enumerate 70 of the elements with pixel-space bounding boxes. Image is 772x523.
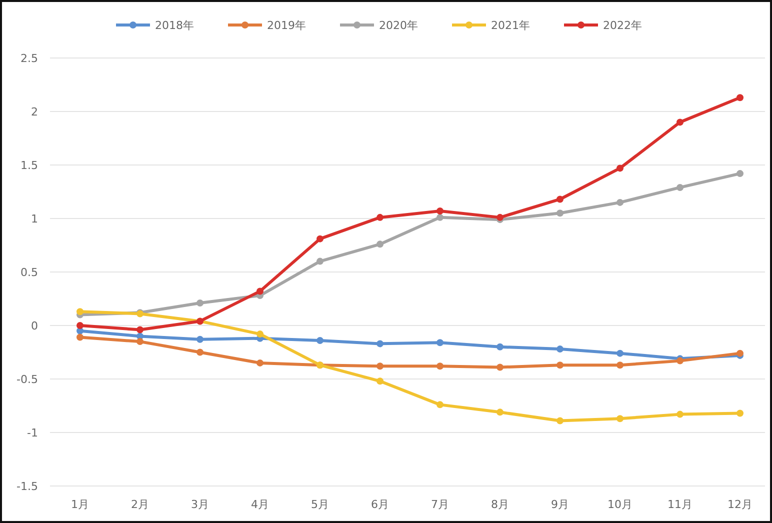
point bbox=[196, 348, 204, 356]
point bbox=[316, 235, 324, 242]
point bbox=[436, 208, 444, 215]
y-tick-label: 0.5 bbox=[20, 266, 38, 279]
point bbox=[436, 401, 444, 408]
x-tick-label: 5月 bbox=[311, 498, 329, 511]
y-tick-label: -0.5 bbox=[16, 373, 38, 386]
point bbox=[376, 340, 384, 348]
x-tick-label: 4月 bbox=[251, 498, 269, 511]
point bbox=[76, 334, 84, 341]
point bbox=[736, 94, 744, 102]
point bbox=[196, 336, 204, 343]
point bbox=[376, 214, 384, 221]
y-tick-label: -1.5 bbox=[16, 480, 38, 493]
point bbox=[736, 410, 744, 417]
point bbox=[676, 184, 684, 191]
point bbox=[316, 258, 324, 265]
point bbox=[76, 322, 84, 329]
point bbox=[376, 362, 384, 370]
point bbox=[556, 346, 564, 353]
point bbox=[616, 164, 624, 172]
x-tick-label: 6月 bbox=[371, 498, 389, 511]
y-tick-label: 2 bbox=[31, 106, 38, 118]
legend-label: 2021年 bbox=[491, 19, 530, 32]
x-tick-label: 10月 bbox=[608, 498, 632, 511]
point bbox=[616, 198, 624, 206]
legend-label: 2019年 bbox=[267, 19, 306, 32]
x-tick-label: 7月 bbox=[431, 498, 449, 511]
point bbox=[376, 240, 384, 248]
x-tick-label: 8月 bbox=[491, 498, 509, 511]
x-tick-label: 11月 bbox=[668, 498, 692, 511]
x-tick-label: 1月 bbox=[71, 498, 89, 511]
point bbox=[556, 362, 564, 369]
x-tick-label: 2月 bbox=[131, 498, 149, 511]
point bbox=[436, 339, 444, 346]
y-tick-label: 1 bbox=[31, 212, 38, 226]
point bbox=[256, 288, 264, 295]
point bbox=[496, 214, 504, 221]
point bbox=[616, 362, 624, 369]
y-tick-label: 2.5 bbox=[20, 52, 38, 65]
point bbox=[556, 210, 564, 217]
point bbox=[136, 326, 144, 334]
point bbox=[616, 350, 624, 357]
y-tick-label: 0 bbox=[31, 320, 38, 332]
y-tick-label: 1.5 bbox=[20, 159, 38, 172]
point bbox=[496, 343, 504, 350]
point bbox=[616, 415, 624, 422]
legend-label: 2020年 bbox=[379, 19, 418, 32]
point bbox=[436, 362, 444, 370]
point bbox=[136, 338, 144, 346]
point bbox=[376, 378, 384, 385]
point bbox=[556, 196, 564, 203]
x-tick-label: 3月 bbox=[191, 498, 209, 511]
x-tick-label: 9月 bbox=[551, 498, 569, 511]
point bbox=[496, 408, 504, 416]
point bbox=[76, 308, 84, 316]
x-tick-label: 12月 bbox=[728, 498, 752, 511]
y-tick-label: -1 bbox=[27, 426, 38, 440]
point bbox=[676, 410, 684, 418]
point bbox=[256, 359, 264, 366]
point bbox=[196, 300, 204, 307]
point bbox=[736, 170, 744, 178]
legend-label: 2022年 bbox=[603, 19, 642, 32]
point bbox=[676, 118, 684, 126]
point bbox=[496, 364, 504, 371]
point bbox=[556, 417, 564, 424]
point bbox=[436, 214, 444, 221]
legend-label: 2018年 bbox=[155, 19, 194, 32]
point bbox=[316, 336, 324, 344]
point bbox=[256, 330, 264, 338]
